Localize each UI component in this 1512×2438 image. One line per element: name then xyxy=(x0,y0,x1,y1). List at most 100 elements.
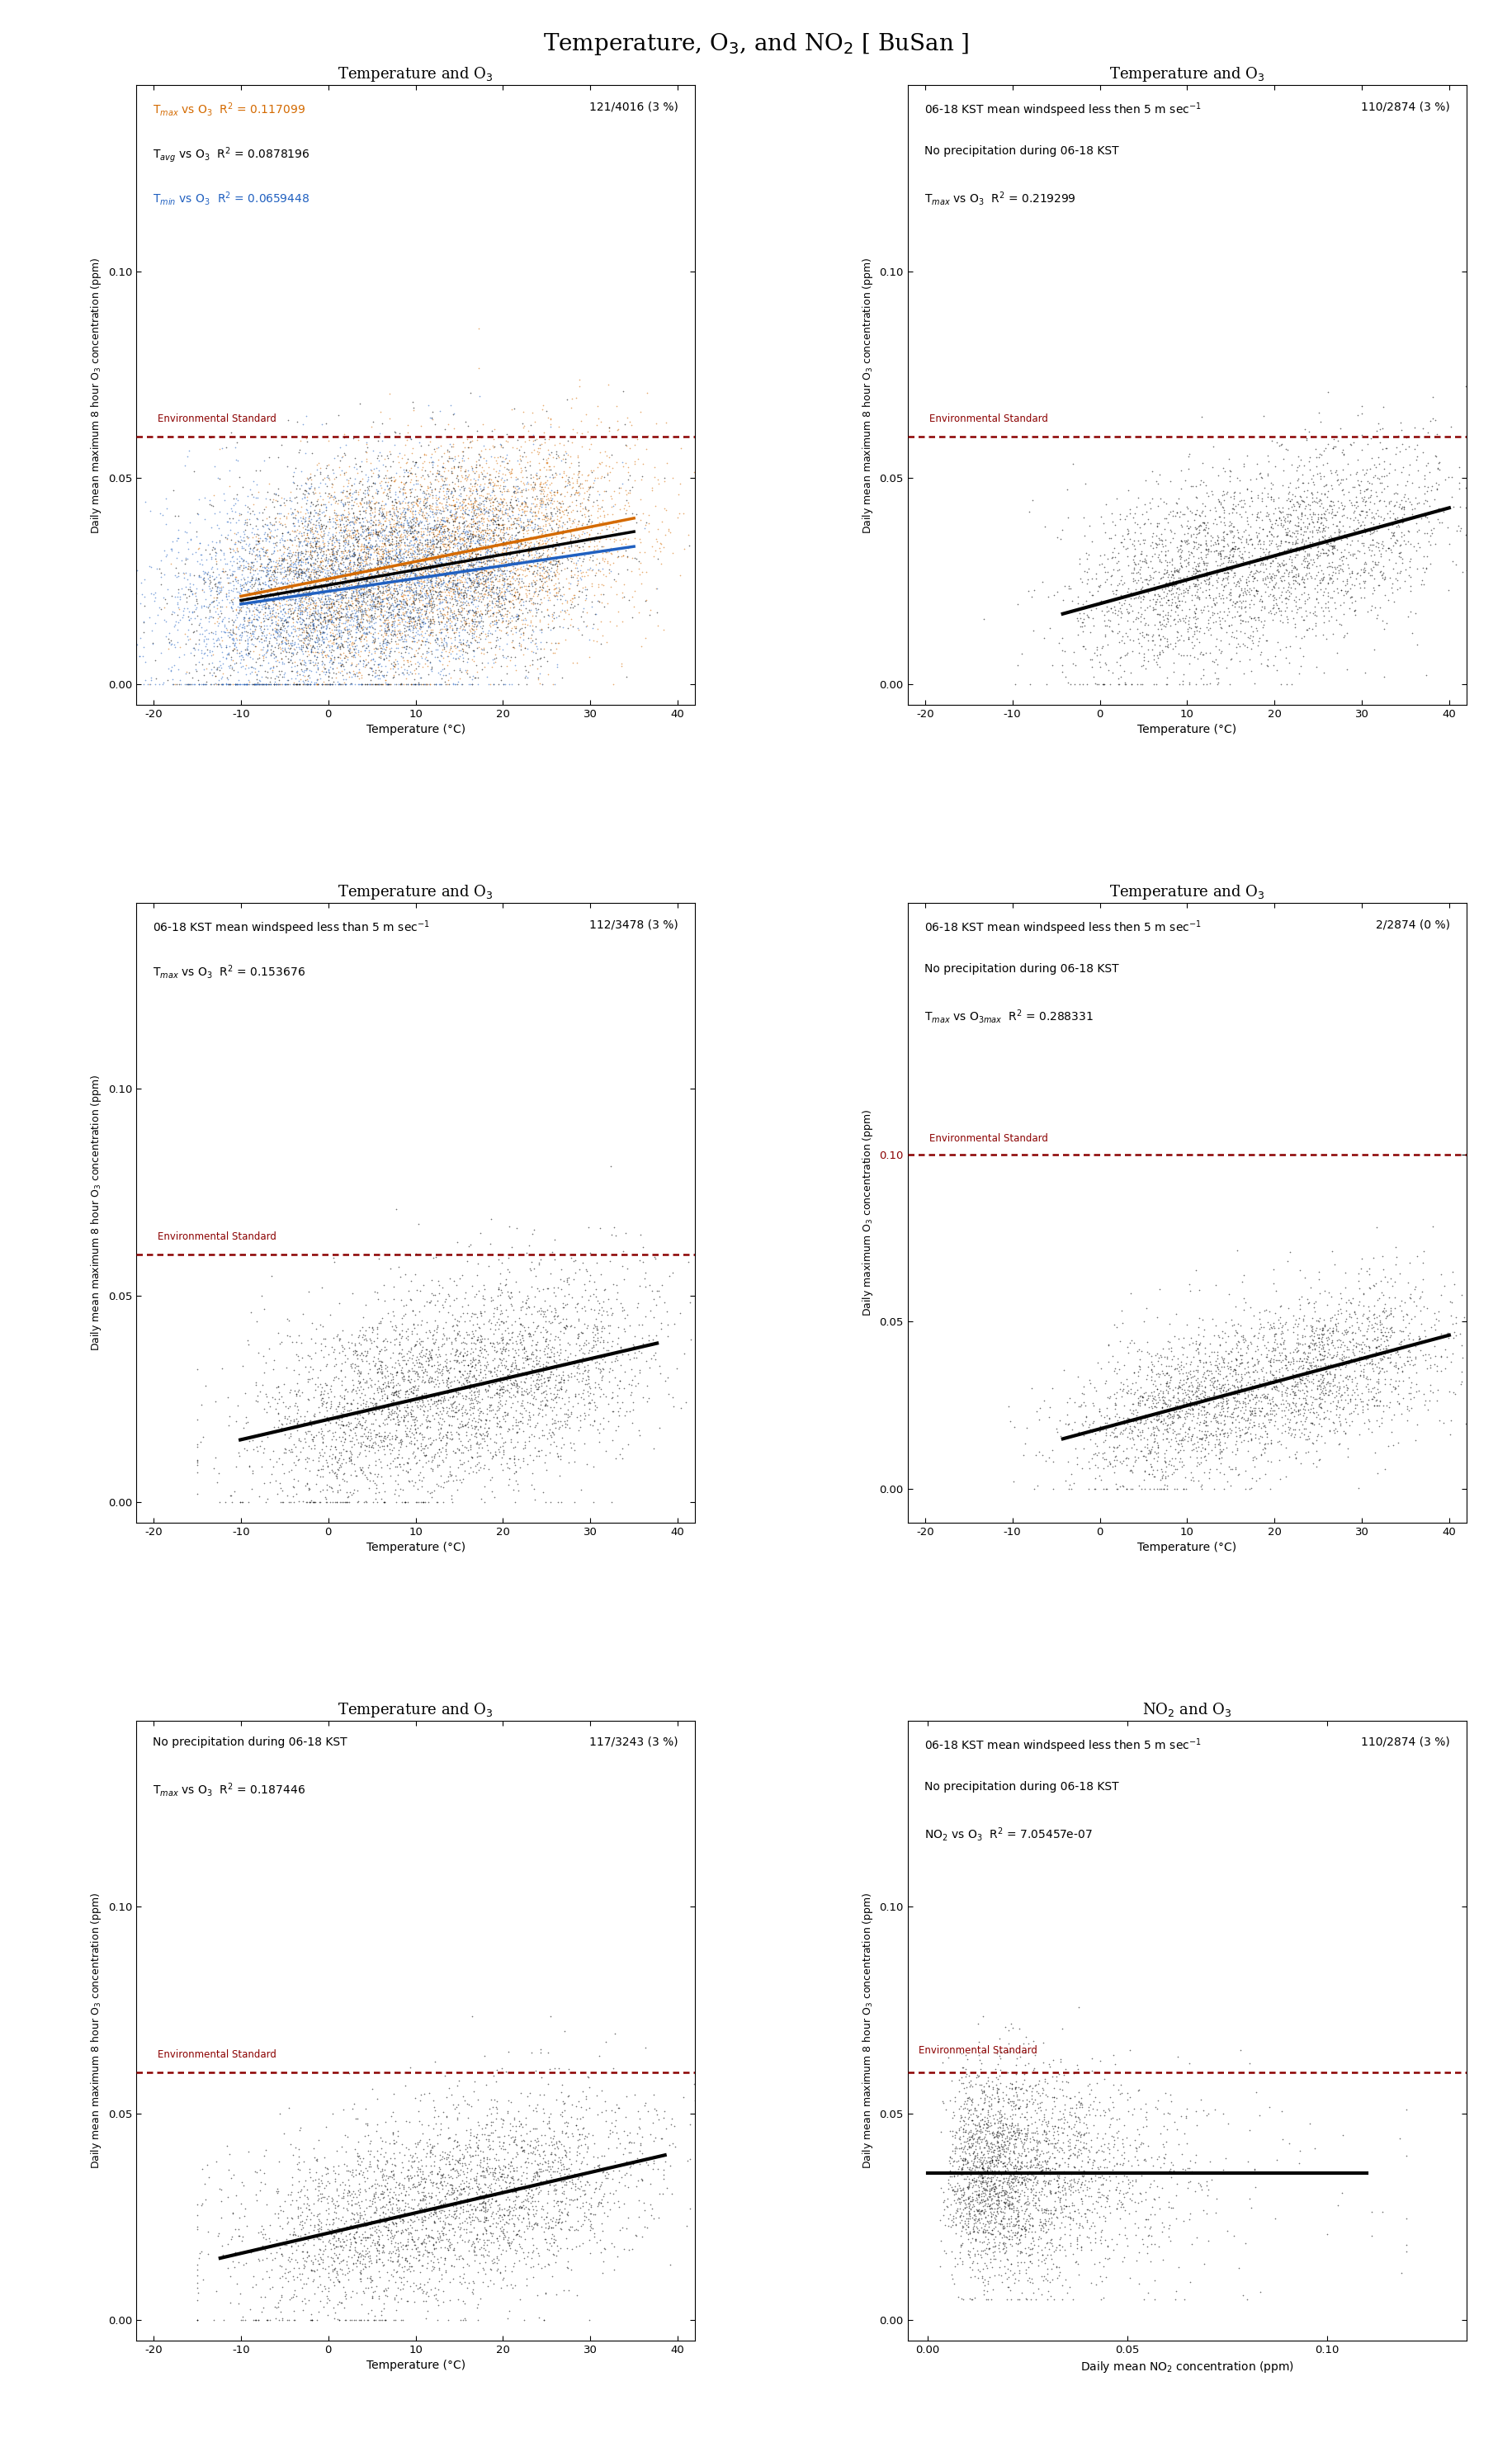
Point xyxy=(449,1365,473,1404)
Point xyxy=(485,561,510,600)
Point xyxy=(342,497,366,536)
Point xyxy=(301,2301,325,2340)
Point xyxy=(978,2175,1002,2214)
Point xyxy=(402,636,426,675)
Point xyxy=(1370,473,1394,512)
Point xyxy=(497,556,522,595)
Point xyxy=(386,1416,410,1455)
Point xyxy=(1207,524,1231,563)
Point xyxy=(1098,1443,1122,1482)
Point xyxy=(544,500,569,539)
Point xyxy=(1309,1341,1334,1380)
Point xyxy=(236,588,260,627)
Point xyxy=(1291,561,1315,600)
Point xyxy=(283,580,307,619)
Point xyxy=(473,1404,497,1443)
Point xyxy=(469,614,493,653)
Point xyxy=(1347,1282,1371,1321)
Point xyxy=(993,2231,1018,2270)
Point xyxy=(1152,483,1176,522)
Point xyxy=(470,519,494,558)
Point xyxy=(401,583,425,622)
Point xyxy=(298,595,322,634)
Point xyxy=(1095,539,1119,578)
Point xyxy=(502,1397,526,1436)
Point xyxy=(275,1299,299,1338)
Point xyxy=(1462,463,1486,502)
Point xyxy=(1287,531,1311,570)
Point xyxy=(460,607,484,646)
Point xyxy=(360,456,384,495)
Point xyxy=(1405,549,1429,588)
Point xyxy=(1361,1295,1385,1334)
Point xyxy=(499,2119,523,2158)
Point xyxy=(544,2160,569,2199)
Point xyxy=(472,2187,496,2226)
Point xyxy=(1120,2175,1145,2214)
Point xyxy=(201,485,225,524)
Point xyxy=(1149,1470,1173,1509)
Point xyxy=(318,478,342,517)
Point xyxy=(1318,1278,1343,1317)
Point xyxy=(1246,627,1270,666)
Point xyxy=(283,1429,307,1468)
Point xyxy=(370,561,395,600)
Point xyxy=(389,597,413,636)
Point xyxy=(1096,1377,1120,1416)
Point xyxy=(1022,2131,1046,2170)
Point xyxy=(1380,549,1405,588)
Point xyxy=(550,2097,575,2136)
Point xyxy=(1015,2233,1039,2272)
Point xyxy=(1123,1407,1148,1446)
Point xyxy=(381,1375,405,1414)
Point xyxy=(213,1482,237,1521)
Point xyxy=(540,517,564,556)
Point xyxy=(405,449,429,488)
Point xyxy=(1391,1297,1415,1336)
Point xyxy=(370,2175,395,2214)
Point xyxy=(358,585,383,624)
Point xyxy=(497,1207,522,1246)
Point xyxy=(1070,602,1095,641)
Point xyxy=(1019,2172,1043,2211)
Point xyxy=(516,566,540,605)
Point xyxy=(322,573,346,612)
Point xyxy=(327,546,351,585)
Point xyxy=(1129,2219,1154,2258)
Point xyxy=(499,2145,523,2184)
Point xyxy=(364,2209,389,2248)
Point xyxy=(1213,1404,1237,1443)
Point xyxy=(467,2221,491,2260)
Point xyxy=(237,531,262,570)
Point xyxy=(410,1468,434,1507)
Point xyxy=(1146,2177,1170,2216)
Point xyxy=(287,610,311,649)
Point xyxy=(357,524,381,563)
Point xyxy=(343,471,367,510)
Point xyxy=(1300,539,1325,578)
Point xyxy=(572,2197,596,2236)
Point xyxy=(448,539,472,578)
Point xyxy=(358,451,383,490)
Point xyxy=(513,1426,537,1465)
Point xyxy=(494,510,519,549)
Point xyxy=(943,2077,968,2116)
Point xyxy=(311,568,336,607)
Point xyxy=(544,432,569,471)
Point xyxy=(408,458,432,497)
Point xyxy=(398,602,422,641)
Point xyxy=(1341,1326,1365,1365)
Point xyxy=(546,512,570,551)
Point xyxy=(969,2192,993,2231)
Point xyxy=(472,2138,496,2177)
Point xyxy=(463,568,487,607)
Point xyxy=(469,1416,493,1455)
Point xyxy=(957,2199,981,2238)
Point xyxy=(1249,453,1273,492)
Point xyxy=(263,585,287,624)
Point xyxy=(380,524,404,563)
Point xyxy=(1176,539,1201,578)
Point xyxy=(254,636,278,675)
Point xyxy=(473,534,497,573)
Point xyxy=(1066,1446,1090,1485)
